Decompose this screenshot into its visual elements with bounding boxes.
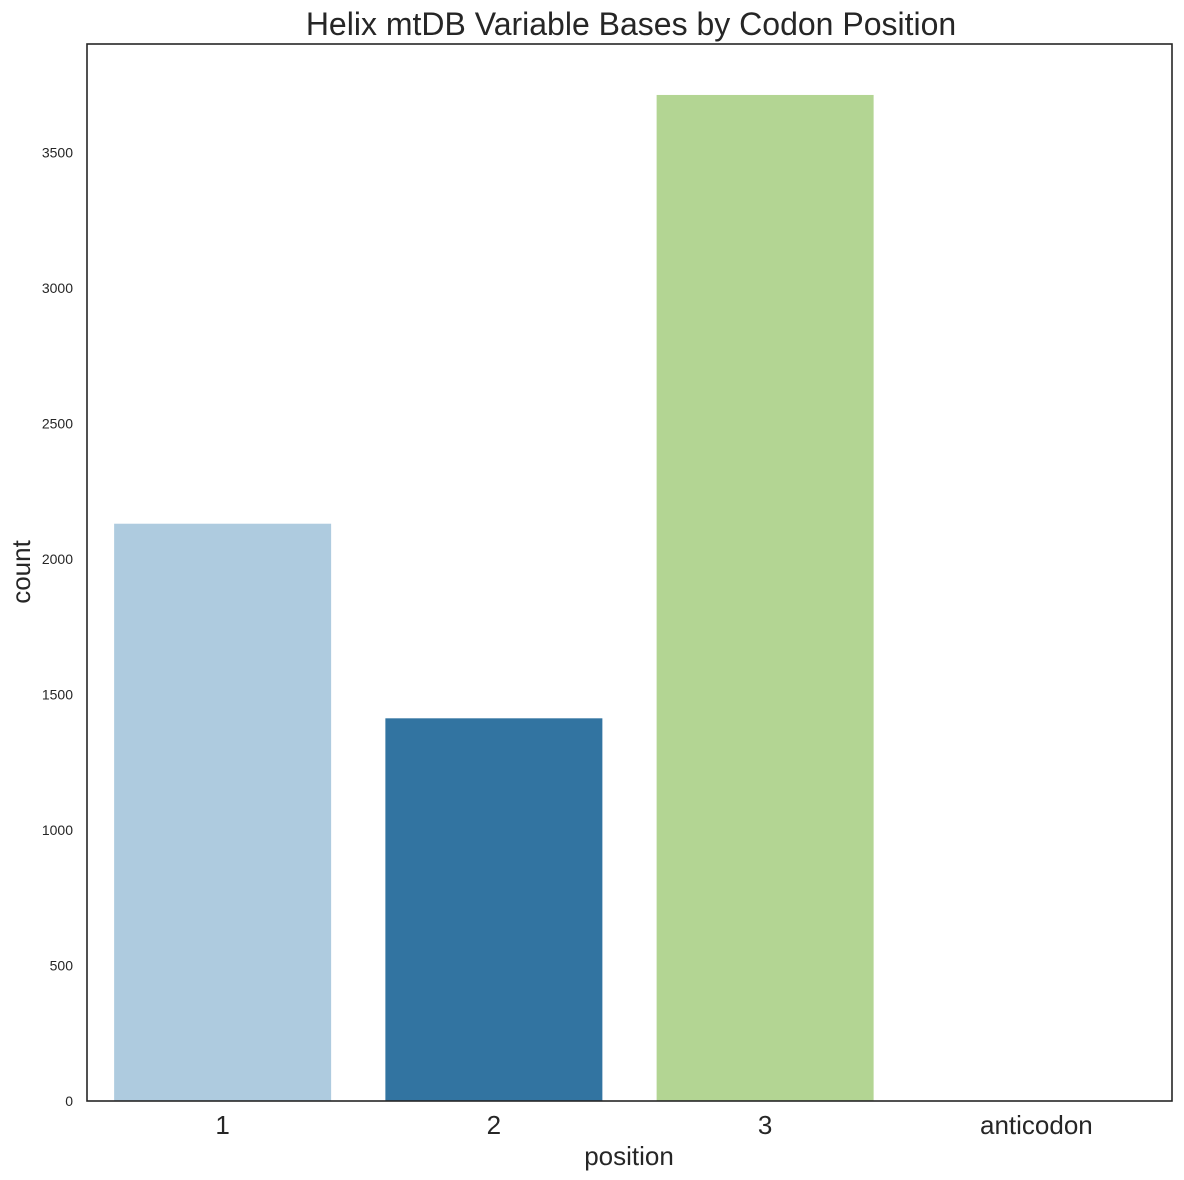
- y-tick-label: 0: [65, 1093, 73, 1109]
- y-axis-ticks: 0 500 1000 1500 2000 2500 3000 3500: [42, 144, 73, 1109]
- x-tick-label: 3: [758, 1110, 772, 1140]
- y-tick-label: 500: [50, 957, 74, 973]
- x-axis-ticks: 1 2 3 anticodon: [215, 1110, 1092, 1140]
- x-axis-label: position: [584, 1141, 674, 1171]
- y-tick-label: 1500: [42, 686, 73, 702]
- x-tick-label: 1: [215, 1110, 229, 1140]
- y-axis-label: count: [6, 539, 36, 603]
- y-tick-label: 3500: [42, 144, 73, 160]
- y-tick-label: 2000: [42, 551, 73, 567]
- bars-layer: [114, 94, 874, 1101]
- x-tick-label: 2: [487, 1110, 501, 1140]
- bar-2: [385, 718, 603, 1101]
- y-tick-label: 1000: [42, 822, 73, 838]
- bar-3: [656, 94, 874, 1101]
- bar-1: [114, 523, 332, 1101]
- y-tick-label: 3000: [42, 280, 73, 296]
- chart-title: Helix mtDB Variable Bases by Codon Posit…: [306, 6, 956, 42]
- x-tick-label: anticodon: [980, 1110, 1093, 1140]
- plot-frame: [86, 43, 1173, 1102]
- y-tick-label: 2500: [42, 415, 73, 431]
